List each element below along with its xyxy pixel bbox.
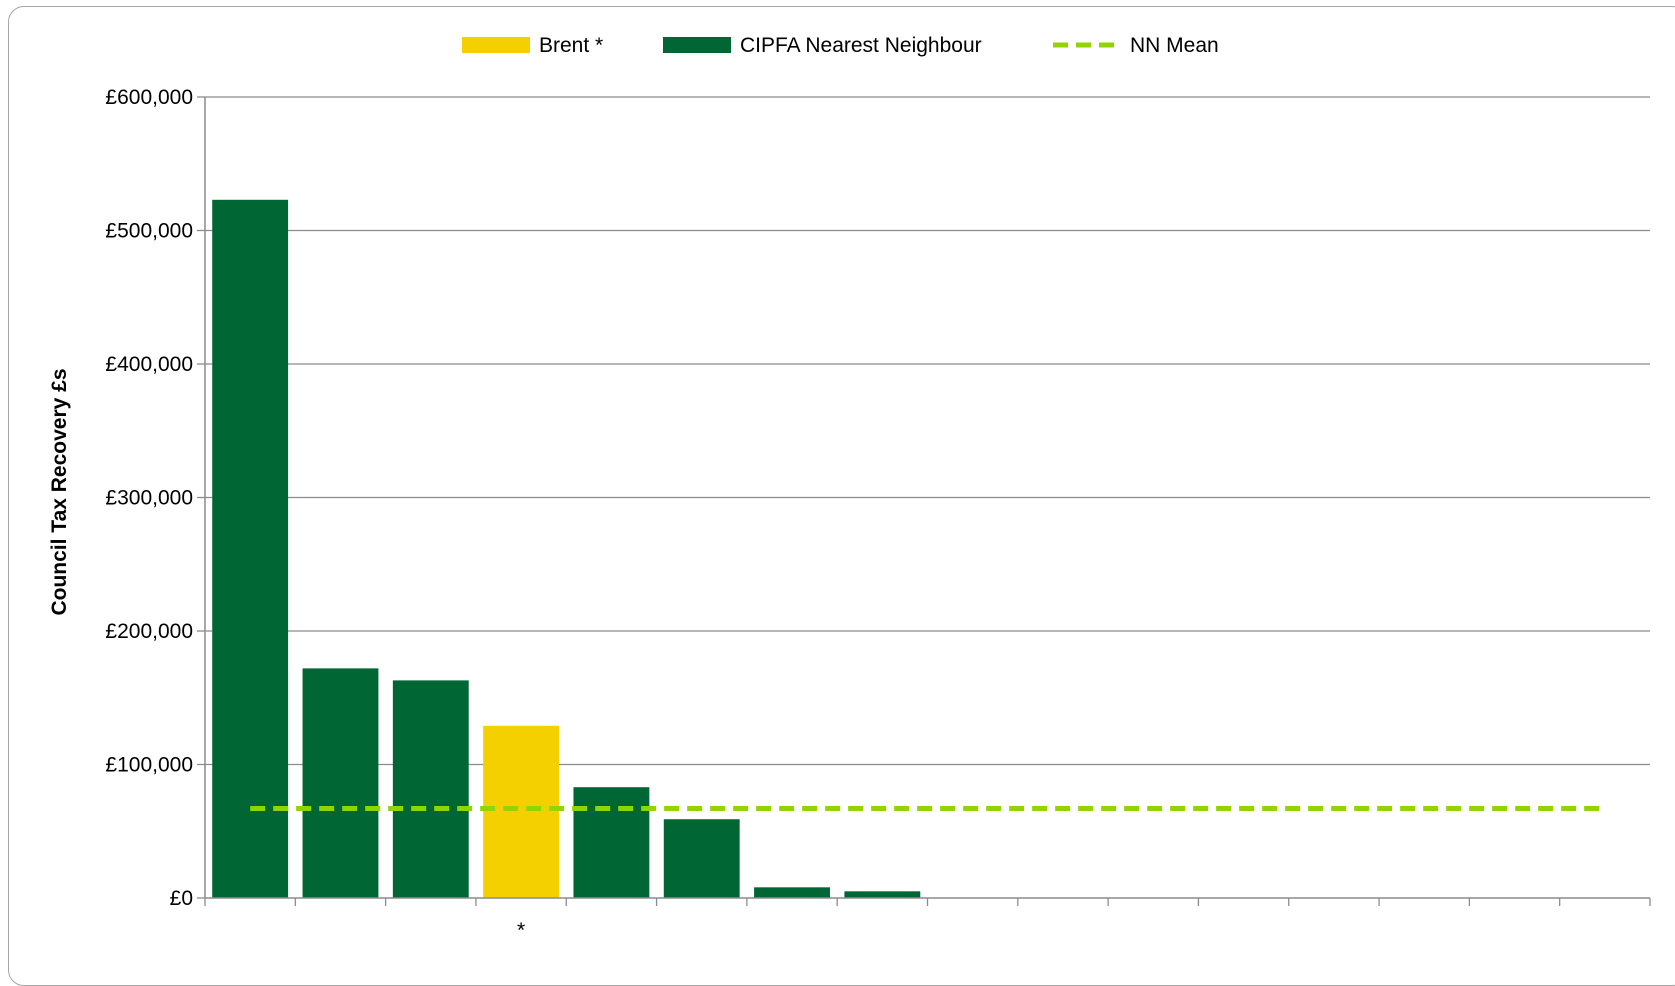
bar — [844, 891, 921, 898]
y-tick-label: £500,000 — [105, 220, 193, 243]
y-tick-labels: £0 £100,000 £200,000 £300,000 £400,000 £500,0… — [105, 86, 193, 910]
x-tick-labels: * — [517, 919, 525, 942]
legend-swatch — [663, 37, 731, 53]
y-tick-label: £400,000 — [105, 353, 193, 376]
legend-entry: Brent * — [462, 34, 603, 57]
legend-swatch — [462, 37, 530, 53]
y-tick-label: £100,000 — [105, 754, 193, 777]
y-tick-label: £600,000 — [105, 86, 193, 109]
x-tick-label: * — [517, 919, 525, 942]
legend-entry: NN Mean — [1053, 34, 1219, 57]
bar — [392, 680, 469, 898]
bar — [754, 887, 830, 898]
bar — [302, 668, 379, 898]
gridlines — [205, 96, 1650, 766]
y-tick-label: £0 — [170, 887, 193, 910]
legend-label: CIPFA Nearest Neighbour — [740, 34, 982, 57]
bar — [212, 199, 289, 899]
legend-label: Brent * — [539, 34, 603, 57]
legend-entry: CIPFA Nearest Neighbour — [663, 34, 982, 57]
bars — [212, 199, 921, 899]
axes — [197, 96, 1651, 906]
y-tick-label: £300,000 — [105, 487, 193, 510]
y-axis-title: Council Tax Recovery £s — [48, 368, 71, 615]
bar-chart: £0 £100,000 £200,000 £300,000 £400,000 £500,0… — [48, 34, 1651, 942]
bar — [663, 819, 740, 898]
legend: Brent * CIPFA Nearest Neighbour NN Mean — [462, 34, 1219, 57]
legend-label: NN Mean — [1130, 34, 1219, 57]
y-tick-label: £200,000 — [105, 620, 193, 643]
bar — [573, 787, 650, 898]
bar — [483, 725, 560, 898]
